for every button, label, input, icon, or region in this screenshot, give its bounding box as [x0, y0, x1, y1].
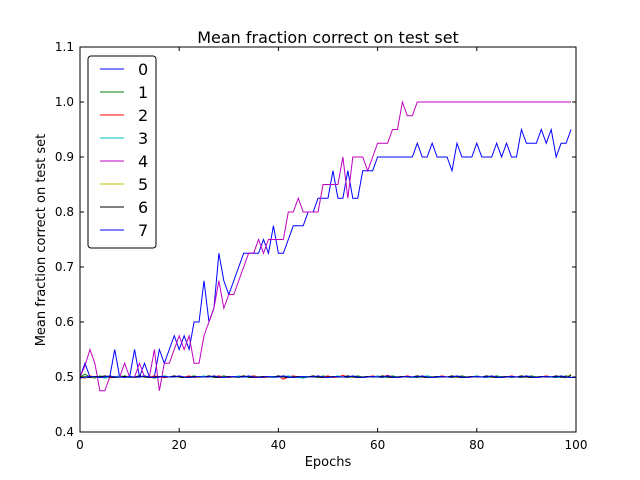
y-tick-label: 0.6	[55, 315, 74, 329]
x-tick-label: 100	[565, 438, 588, 452]
legend-label-2: 2	[138, 106, 148, 125]
x-tick-label: 0	[76, 438, 84, 452]
legend-label-5: 5	[138, 175, 148, 194]
y-tick-label: 0.7	[55, 260, 74, 274]
legend-label-7: 7	[138, 221, 148, 240]
legend-label-0: 0	[138, 60, 148, 79]
legend-label-4: 4	[138, 152, 148, 171]
legend-label-6: 6	[138, 198, 148, 217]
chart-title: Mean fraction correct on test set	[197, 28, 459, 47]
series-line-7	[79, 375, 576, 379]
x-tick-label: 40	[271, 438, 286, 452]
x-tick-label: 60	[370, 438, 385, 452]
y-tick-label: 1.0	[55, 95, 74, 109]
series-line-0	[79, 127, 572, 379]
y-tick-label: 0.5	[55, 370, 74, 384]
y-tick-label: 0.8	[55, 205, 74, 219]
legend: 0 1 2 3 4 5 6 7	[87, 55, 157, 249]
legend-box	[87, 55, 157, 249]
y-tick-label: 1.1	[55, 40, 74, 54]
x-tick-label: 80	[469, 438, 484, 452]
y-axis-label: Mean fraction correct on test set	[34, 134, 49, 347]
y-tick-label: 0.4	[55, 425, 74, 439]
plot-frame	[79, 46, 577, 433]
x-axis-label: Epochs	[305, 455, 352, 470]
legend-label-3: 3	[138, 129, 148, 148]
y-tick-label: 0.9	[55, 150, 74, 164]
legend-label-1: 1	[138, 83, 148, 102]
series-layer	[79, 100, 576, 392]
x-tick-label: 20	[172, 438, 187, 452]
